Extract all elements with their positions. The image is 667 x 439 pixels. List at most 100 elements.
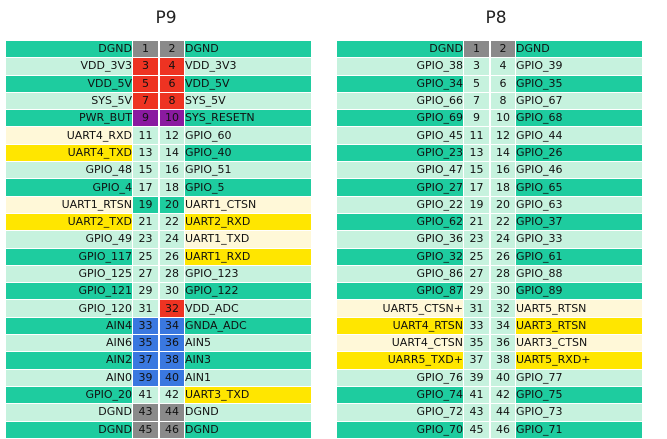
pin-number: 25 bbox=[132, 248, 159, 266]
pin-label: UART4_TXD bbox=[6, 144, 132, 163]
p8-pin-row: DGND 1 2 DGND bbox=[337, 41, 642, 59]
pin-number: 11 bbox=[463, 127, 490, 145]
pin-number: 42 bbox=[490, 386, 516, 405]
pin-label: GPIO_66 bbox=[337, 92, 463, 111]
pin-label: UART3_RTSN bbox=[516, 317, 642, 336]
pin-label: GPIO_68 bbox=[516, 110, 642, 128]
p9-pin-row: GPIO_4 17 18 GPIO_5 bbox=[6, 179, 311, 197]
pin-label: GPIO_44 bbox=[516, 127, 642, 145]
pin-label: GPIO_75 bbox=[516, 386, 642, 405]
pin-label: VDD_5V bbox=[6, 75, 132, 93]
pin-number: 30 bbox=[159, 283, 185, 301]
pin-number: 38 bbox=[159, 352, 185, 370]
pin-number: 22 bbox=[490, 213, 516, 232]
pin-number: 8 bbox=[159, 92, 185, 111]
pin-label: UART1_CTSN bbox=[185, 196, 311, 214]
pin-label: AIN0 bbox=[6, 369, 132, 387]
pin-number: 12 bbox=[159, 127, 185, 145]
pin-label: DGND bbox=[337, 41, 463, 59]
pin-label: GPIO_86 bbox=[337, 265, 463, 284]
pin-number: 5 bbox=[463, 75, 490, 93]
pin-number: 2 bbox=[490, 41, 516, 59]
pin-number: 34 bbox=[159, 317, 185, 336]
pin-number: 1 bbox=[132, 41, 159, 59]
pin-number: 41 bbox=[463, 386, 490, 405]
pin-number: 18 bbox=[159, 179, 185, 197]
pin-label: AIN4 bbox=[6, 317, 132, 336]
pin-label: GPIO_20 bbox=[6, 386, 132, 405]
p8-pin-row: GPIO_23 13 14 GPIO_26 bbox=[337, 144, 642, 163]
pin-number: 37 bbox=[132, 352, 159, 370]
p8-pin-table: DGND 1 2 DGND GPIO_38 3 4 GPIO_39 GPIO_34 5 6 GPIO_… bbox=[337, 41, 642, 439]
pin-number: 39 bbox=[463, 369, 490, 387]
pin-label: GPIO_23 bbox=[337, 144, 463, 163]
p8-pin-row: GPIO_76 39 40 GPIO_77 bbox=[337, 369, 642, 387]
pin-number: 9 bbox=[132, 110, 159, 128]
p9-pin-row: UART1_RTSN 19 20 UART1_CTSN bbox=[6, 196, 311, 214]
pin-label: GPIO_5 bbox=[185, 179, 311, 197]
p9-pin-row: DGND 43 44 DGND bbox=[6, 404, 311, 422]
pin-number: 25 bbox=[463, 248, 490, 266]
pin-number: 41 bbox=[132, 386, 159, 405]
pin-number: 20 bbox=[159, 196, 185, 214]
p8-pin-row: GPIO_38 3 4 GPIO_39 bbox=[337, 58, 642, 76]
pin-label: AIN6 bbox=[6, 335, 132, 353]
pin-label: UART5_RXD+ bbox=[516, 352, 642, 370]
pin-label: PWR_BUT bbox=[6, 110, 132, 128]
p8-pin-row: GPIO_86 27 28 GPIO_88 bbox=[337, 265, 642, 284]
pin-number: 10 bbox=[159, 110, 185, 128]
pin-number: 17 bbox=[132, 179, 159, 197]
p8-title: P8 bbox=[485, 8, 507, 28]
p9-pin-row: GPIO_121 29 30 GPIO_122 bbox=[6, 283, 311, 301]
pin-label: GPIO_69 bbox=[337, 110, 463, 128]
pin-label: GPIO_88 bbox=[516, 265, 642, 284]
pin-number: 23 bbox=[463, 231, 490, 249]
pin-number: 21 bbox=[132, 213, 159, 232]
pin-label: GPIO_70 bbox=[337, 421, 463, 439]
pin-number: 36 bbox=[490, 335, 516, 353]
pin-number: 24 bbox=[159, 231, 185, 249]
pin-label: UART5_RTSN bbox=[516, 300, 642, 318]
p9-pin-row: AIN2 37 38 AIN3 bbox=[6, 352, 311, 370]
pin-number: 28 bbox=[490, 265, 516, 284]
p9-header-panel: DGND 1 2 DGND VDD_3V3 3 4 VDD_3V3 VDD_5V 5 6 VDD_5V… bbox=[6, 41, 311, 439]
p8-pin-row: GPIO_69 9 10 GPIO_68 bbox=[337, 110, 642, 128]
pin-label: DGND bbox=[516, 41, 642, 59]
pin-number: 32 bbox=[490, 300, 516, 318]
pin-label: GPIO_36 bbox=[337, 231, 463, 249]
pin-number: 20 bbox=[490, 196, 516, 214]
pin-label: GPIO_35 bbox=[516, 75, 642, 93]
pin-label: DGND bbox=[185, 404, 311, 422]
pin-label: AIN5 bbox=[185, 335, 311, 353]
pin-label: GPIO_122 bbox=[185, 283, 311, 301]
pin-number: 31 bbox=[463, 300, 490, 318]
pin-number: 15 bbox=[132, 162, 159, 180]
pin-label: UART5_CTSN+ bbox=[337, 300, 463, 318]
pin-label: GPIO_46 bbox=[516, 162, 642, 180]
p9-pin-row: UART4_TXD 13 14 GPIO_40 bbox=[6, 144, 311, 163]
pin-label: GPIO_77 bbox=[516, 369, 642, 387]
pin-label: GPIO_65 bbox=[516, 179, 642, 197]
pin-label: GPIO_125 bbox=[6, 265, 132, 284]
pin-label: GPIO_76 bbox=[337, 369, 463, 387]
p8-pin-row: GPIO_22 19 20 GPIO_63 bbox=[337, 196, 642, 214]
pin-number: 17 bbox=[463, 179, 490, 197]
pin-number: 10 bbox=[490, 110, 516, 128]
p9-pin-table: DGND 1 2 DGND VDD_3V3 3 4 VDD_3V3 VDD_5V 5 6 VDD_5V… bbox=[6, 41, 311, 439]
pin-label: GPIO_121 bbox=[6, 283, 132, 301]
p9-pin-row: GPIO_20 41 42 UART3_TXD bbox=[6, 386, 311, 405]
pin-label: SYS_RESETN bbox=[185, 110, 311, 128]
p9-pin-row: VDD_3V3 3 4 VDD_3V3 bbox=[6, 58, 311, 76]
p9-pin-row: UART2_TXD 21 22 UART2_RXD bbox=[6, 213, 311, 232]
p9-pin-row: AIN0 39 40 AIN1 bbox=[6, 369, 311, 387]
pin-label: GPIO_33 bbox=[516, 231, 642, 249]
p8-pin-row: UART4_RTSN 33 34 UART3_RTSN bbox=[337, 317, 642, 336]
pin-label: GPIO_73 bbox=[516, 404, 642, 422]
p8-pin-row: GPIO_70 45 46 GPIO_71 bbox=[337, 421, 642, 439]
p9-pin-row: UART4_RXD 11 12 GPIO_60 bbox=[6, 127, 311, 145]
p9-pin-row: AIN4 33 34 GNDA_ADC bbox=[6, 317, 311, 336]
pin-number: 40 bbox=[159, 369, 185, 387]
pin-number: 16 bbox=[159, 162, 185, 180]
pin-number: 13 bbox=[463, 144, 490, 163]
pin-label: GPIO_32 bbox=[337, 248, 463, 266]
